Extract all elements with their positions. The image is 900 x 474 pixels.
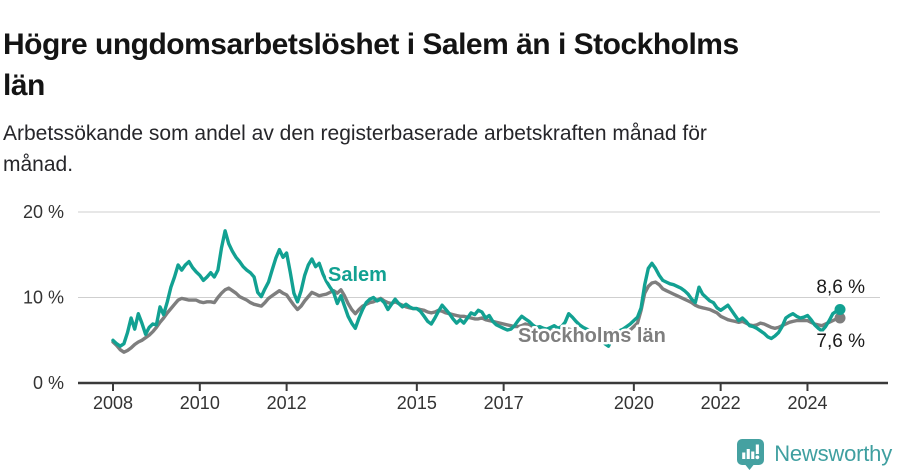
salem-series-label: Salem (328, 264, 387, 286)
title-line-1: Högre ungdomsarbetslöshet i Salem än i S… (3, 28, 739, 62)
svg-text:0 %: 0 % (33, 373, 64, 393)
newsworthy-bubble-chart-icon (737, 438, 765, 470)
svg-text:2022: 2022 (701, 393, 741, 413)
svg-text:2008: 2008 (93, 393, 133, 413)
brand-wordmark: Newsworthy (774, 441, 892, 466)
svg-text:2020: 2020 (614, 393, 654, 413)
series-end-dot (834, 303, 846, 315)
series-end-dot (834, 312, 846, 324)
svg-text:2010: 2010 (180, 393, 220, 413)
svg-text:2024: 2024 (787, 393, 827, 413)
svg-text:20 %: 20 % (23, 202, 64, 222)
title-line-2: län (3, 69, 45, 103)
subtitle-line-1: Arbetssökande som andel av den registerb… (3, 122, 707, 145)
svg-text:2015: 2015 (397, 393, 437, 413)
svg-text:2012: 2012 (267, 393, 307, 413)
page-title: Högre ungdomsarbetslöshet i Salem än i S… (3, 24, 863, 106)
newsworthy-logo[interactable]: Newsworthy (736, 437, 892, 471)
salem-end-value-label: 8,6 % (816, 277, 865, 298)
svg-text:2017: 2017 (484, 393, 524, 413)
series-line-salem (111, 229, 842, 348)
subtitle-line-2: månad. (3, 153, 74, 176)
svg-text:10 %: 10 % (23, 288, 64, 308)
stockholm-series-label: Stockholms län (518, 325, 666, 347)
chart-subtitle: Arbetssökande som andel av den registerb… (3, 118, 873, 180)
stockholm-end-value-label: 7,6 % (816, 331, 865, 352)
plot-area: 0 % 10 % 20 % 2008 2010 2012 2015 2017 2020 2022 2… (23, 202, 888, 413)
series-line-stockholms-län (111, 280, 842, 354)
